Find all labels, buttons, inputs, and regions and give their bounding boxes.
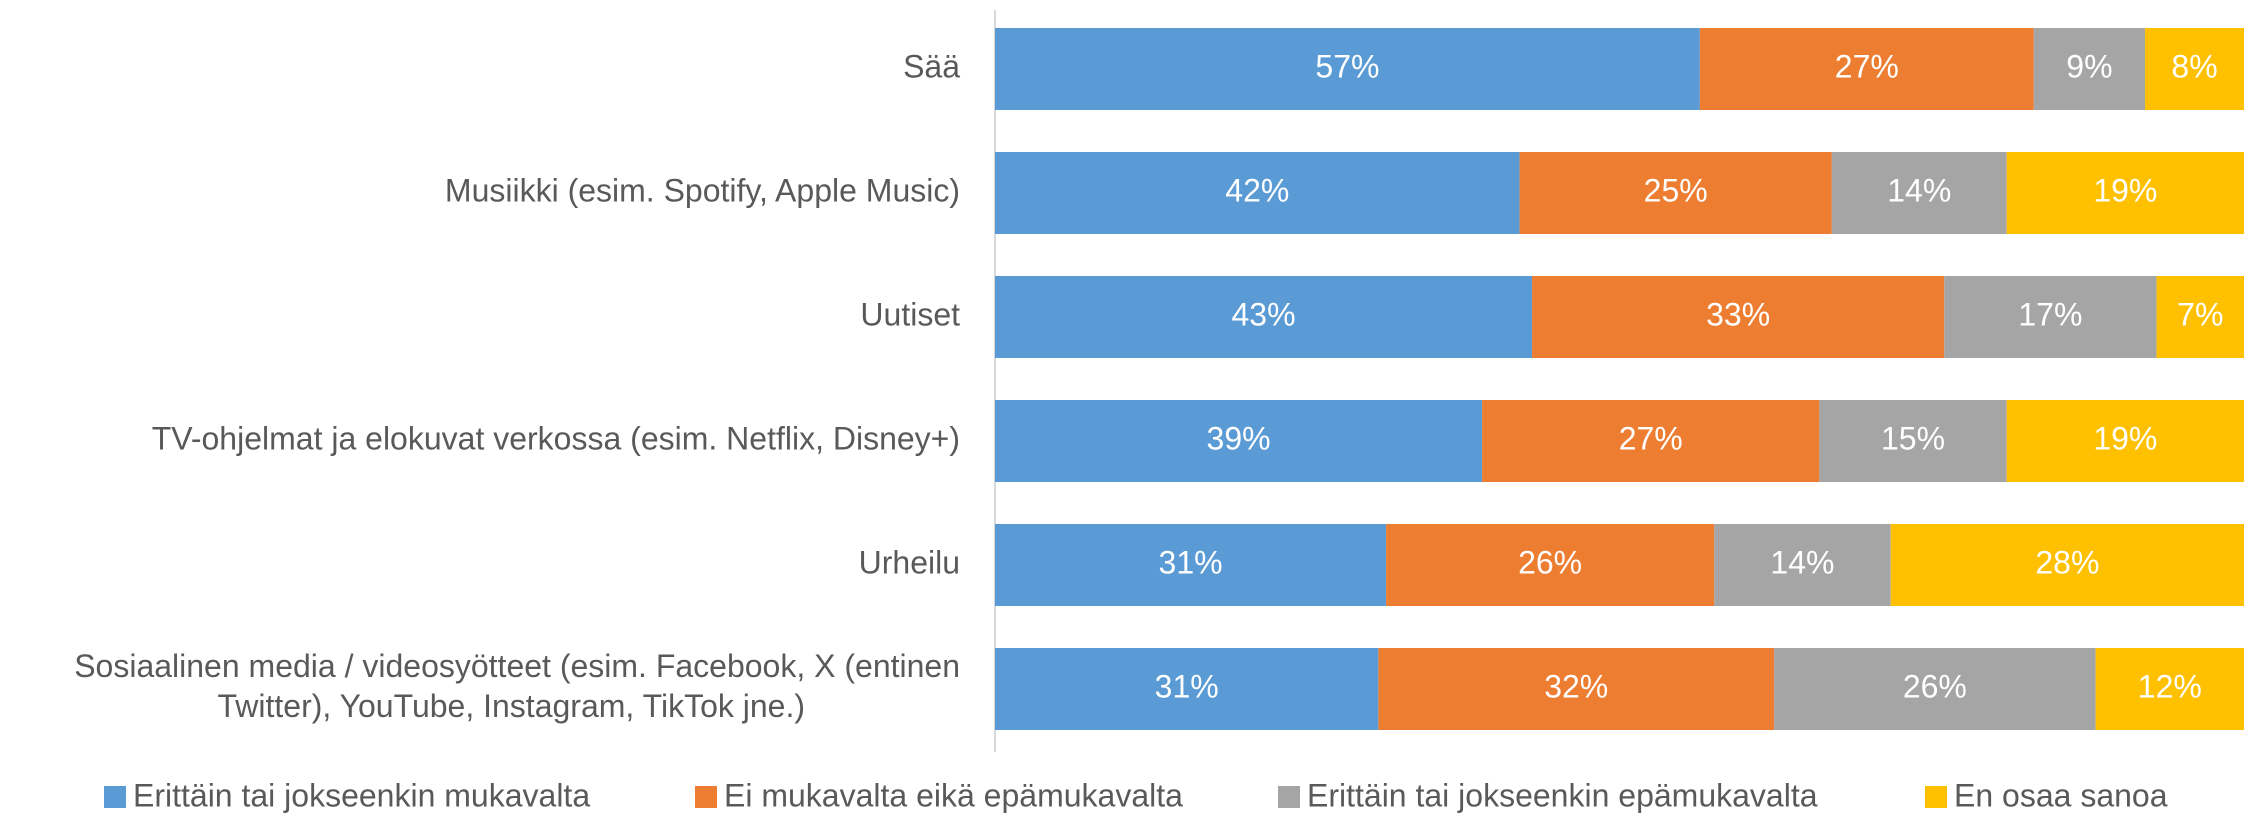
value-label: 28% — [2035, 544, 2099, 580]
value-label: 9% — [2066, 48, 2112, 84]
value-label: 39% — [1207, 420, 1271, 456]
bar-segment — [995, 524, 1387, 606]
bar-segment — [1890, 524, 2244, 606]
legend-label: Ei mukavalta eikä epämukavalta — [724, 777, 1183, 813]
bar-segment — [995, 152, 1520, 234]
value-label: 19% — [2093, 172, 2157, 208]
value-label: 7% — [2177, 296, 2223, 332]
legend-swatch — [1925, 786, 1947, 808]
bar-segment — [1386, 524, 1715, 606]
value-label: 33% — [1706, 296, 1770, 332]
bar-segment — [2145, 28, 2244, 110]
bar-segment — [1819, 400, 2007, 482]
value-label: 19% — [2093, 420, 2157, 456]
value-label: 15% — [1881, 420, 1945, 456]
bar-segment — [1699, 28, 2034, 110]
value-label: 32% — [1544, 668, 1608, 704]
bar-segment — [1482, 400, 1820, 482]
value-label: 12% — [2138, 668, 2202, 704]
category-label: Sosiaalinen media / videosyötteet (esim.… — [74, 648, 960, 724]
bar-segment — [995, 400, 1483, 482]
legend-swatch — [104, 786, 126, 808]
category-label: Uutiset — [860, 296, 960, 332]
bar-segment — [2006, 400, 2244, 482]
legend-label: En osaa sanoa — [1954, 777, 2168, 813]
category-label: Sää — [903, 48, 960, 84]
bar-segment — [2006, 152, 2244, 234]
value-label: 27% — [1835, 48, 1899, 84]
category-label: TV-ohjelmat ja elokuvat verkossa (esim. … — [152, 420, 960, 456]
bar-segment — [1714, 524, 1891, 606]
bar-segment — [2156, 276, 2244, 358]
legend-label: Erittäin tai jokseenkin mukavalta — [133, 777, 590, 813]
value-label: 8% — [2171, 48, 2217, 84]
bar-segment — [1944, 276, 2157, 358]
value-label: 26% — [1518, 544, 1582, 580]
value-label: 14% — [1887, 172, 1951, 208]
value-label: 31% — [1155, 668, 1219, 704]
value-label: 43% — [1232, 296, 1296, 332]
category-label: Musiikki (esim. Spotify, Apple Music) — [445, 172, 960, 208]
bar-segment — [2033, 28, 2146, 110]
bar-segment — [1831, 152, 2007, 234]
legend-swatch — [695, 786, 717, 808]
value-label: 57% — [1315, 48, 1379, 84]
value-label: 27% — [1619, 420, 1683, 456]
legend-swatch — [1278, 786, 1300, 808]
value-label: 26% — [1903, 668, 1967, 704]
value-label: 14% — [1770, 544, 1834, 580]
value-label: 17% — [2018, 296, 2082, 332]
bar-segment — [1519, 152, 1832, 234]
bar-segment — [2095, 648, 2244, 730]
value-label: 25% — [1644, 172, 1708, 208]
legend-label: Erittäin tai jokseenkin epämukavalta — [1307, 777, 1818, 813]
category-label: Urheilu — [859, 544, 960, 580]
bar-segment — [1532, 276, 1945, 358]
bar-segment — [995, 276, 1533, 358]
value-label: 42% — [1225, 172, 1289, 208]
bar-segment — [995, 28, 1700, 110]
bar-segment — [1378, 648, 1775, 730]
bar-segment — [1774, 648, 2096, 730]
value-label: 31% — [1159, 544, 1223, 580]
bar-segment — [995, 648, 1379, 730]
